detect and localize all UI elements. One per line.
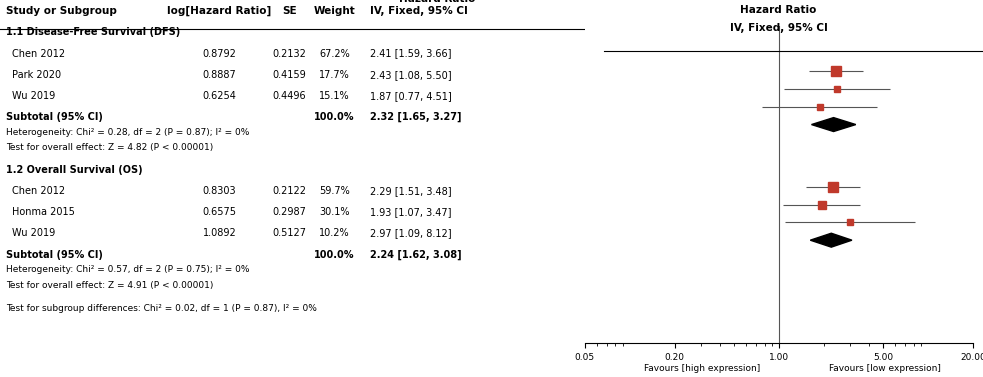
Polygon shape — [810, 233, 852, 247]
Text: 67.2%: 67.2% — [319, 49, 350, 58]
Text: 0.2987: 0.2987 — [272, 207, 307, 217]
Text: 1.87 [0.77, 4.51]: 1.87 [0.77, 4.51] — [370, 91, 451, 101]
Text: 17.7%: 17.7% — [319, 70, 350, 80]
Text: 1.93 [1.07, 3.47]: 1.93 [1.07, 3.47] — [370, 207, 451, 217]
Text: 0.4159: 0.4159 — [272, 70, 307, 80]
Text: IV, Fixed, 95% CI: IV, Fixed, 95% CI — [370, 6, 468, 16]
Text: Hazard Ratio: Hazard Ratio — [399, 0, 475, 4]
Text: 15.1%: 15.1% — [319, 91, 350, 101]
Text: Weight: Weight — [314, 6, 356, 16]
Text: 59.7%: 59.7% — [319, 186, 350, 196]
Text: Favours [low expression]: Favours [low expression] — [829, 364, 941, 373]
Text: Heterogeneity: Chi² = 0.57, df = 2 (P = 0.75); I² = 0%: Heterogeneity: Chi² = 0.57, df = 2 (P = … — [6, 265, 250, 274]
Text: Wu 2019: Wu 2019 — [12, 91, 55, 101]
Text: SE: SE — [282, 6, 297, 16]
Text: Favours [high expression]: Favours [high expression] — [644, 364, 760, 373]
Text: Subtotal (95% CI): Subtotal (95% CI) — [6, 112, 103, 122]
Text: Park 2020: Park 2020 — [12, 70, 61, 80]
Text: Test for overall effect: Z = 4.91 (P < 0.00001): Test for overall effect: Z = 4.91 (P < 0… — [6, 281, 213, 290]
Text: 0.8303: 0.8303 — [202, 186, 236, 196]
Text: log[Hazard Ratio]: log[Hazard Ratio] — [167, 6, 271, 17]
Text: Heterogeneity: Chi² = 0.28, df = 2 (P = 0.87); I² = 0%: Heterogeneity: Chi² = 0.28, df = 2 (P = … — [6, 127, 250, 136]
Text: 0.2132: 0.2132 — [272, 49, 307, 58]
Text: Honma 2015: Honma 2015 — [12, 207, 75, 217]
Text: 1.1 Disease-Free Survival (DFS): 1.1 Disease-Free Survival (DFS) — [6, 28, 180, 37]
Text: 1.0892: 1.0892 — [202, 228, 236, 238]
Text: Chen 2012: Chen 2012 — [12, 186, 65, 196]
Text: 0.5127: 0.5127 — [272, 228, 307, 238]
Text: 2.41 [1.59, 3.66]: 2.41 [1.59, 3.66] — [370, 49, 451, 58]
Text: 0.2122: 0.2122 — [272, 186, 307, 196]
Text: 2.24 [1.62, 3.08]: 2.24 [1.62, 3.08] — [370, 250, 461, 260]
Text: 1.2 Overall Survival (OS): 1.2 Overall Survival (OS) — [6, 165, 143, 175]
Polygon shape — [812, 118, 856, 132]
Text: 10.2%: 10.2% — [319, 228, 350, 238]
Text: Test for overall effect: Z = 4.82 (P < 0.00001): Test for overall effect: Z = 4.82 (P < 0… — [6, 143, 213, 152]
Text: 100.0%: 100.0% — [315, 112, 355, 122]
Text: 0.8792: 0.8792 — [202, 49, 236, 58]
Text: 2.29 [1.51, 3.48]: 2.29 [1.51, 3.48] — [370, 186, 451, 196]
Text: 2.43 [1.08, 5.50]: 2.43 [1.08, 5.50] — [370, 70, 451, 80]
Text: Hazard Ratio: Hazard Ratio — [740, 5, 817, 15]
Text: 30.1%: 30.1% — [319, 207, 350, 217]
Text: Study or Subgroup: Study or Subgroup — [6, 6, 117, 16]
Text: 0.8887: 0.8887 — [202, 70, 236, 80]
Text: 0.4496: 0.4496 — [272, 91, 307, 101]
Text: Wu 2019: Wu 2019 — [12, 228, 55, 238]
Text: 100.0%: 100.0% — [315, 250, 355, 259]
Text: IV, Fixed, 95% CI: IV, Fixed, 95% CI — [729, 23, 828, 33]
Text: 0.6254: 0.6254 — [202, 91, 236, 101]
Text: 2.32 [1.65, 3.27]: 2.32 [1.65, 3.27] — [370, 112, 461, 122]
Text: Test for subgroup differences: Chi² = 0.02, df = 1 (P = 0.87), I² = 0%: Test for subgroup differences: Chi² = 0.… — [6, 304, 317, 313]
Text: 0.6575: 0.6575 — [202, 207, 236, 217]
Text: 2.97 [1.09, 8.12]: 2.97 [1.09, 8.12] — [370, 228, 451, 238]
Text: Subtotal (95% CI): Subtotal (95% CI) — [6, 250, 103, 259]
Text: Chen 2012: Chen 2012 — [12, 49, 65, 58]
